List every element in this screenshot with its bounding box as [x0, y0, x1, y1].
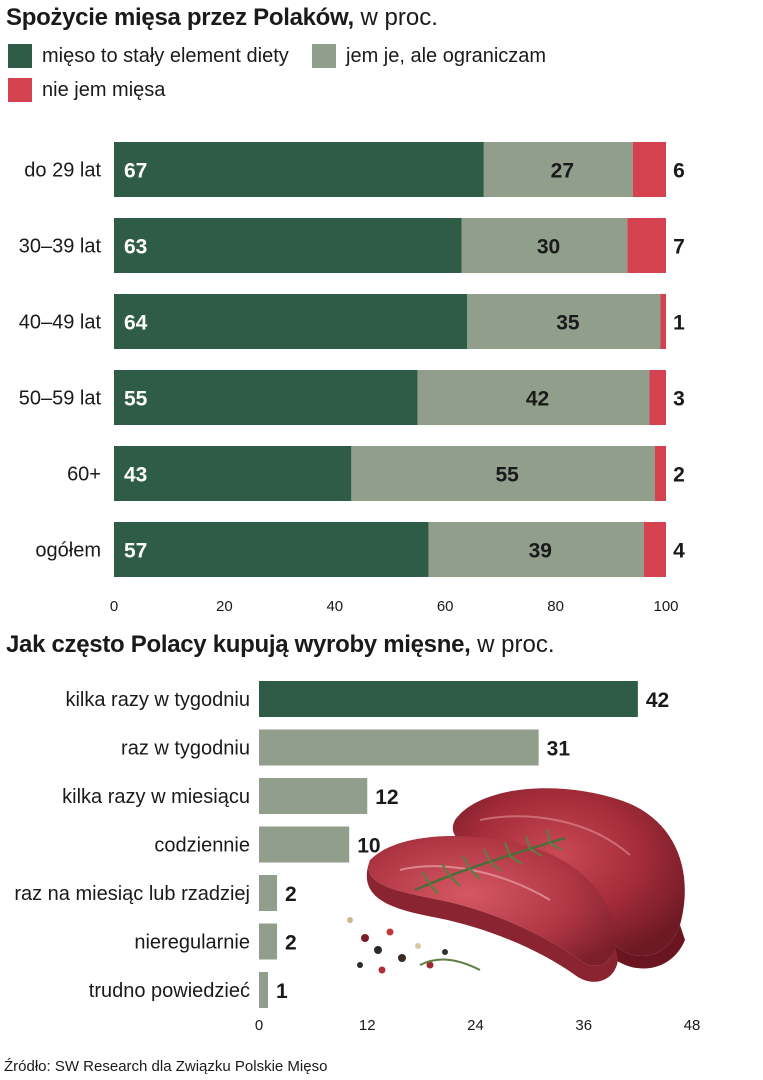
bar-segment [114, 294, 468, 349]
category-label: 60+ [67, 464, 101, 486]
x-tick-label: 80 [547, 598, 564, 615]
bar-segment [654, 446, 666, 501]
bar-segment [114, 142, 484, 197]
category-label: raz na miesiąc lub rzadziej [14, 883, 250, 905]
bar [259, 826, 350, 863]
bar-segment [461, 218, 628, 273]
data-label: 2 [673, 464, 685, 487]
legend-item-regular: mięso to stały element diety [8, 44, 289, 68]
bar-segment [649, 370, 666, 425]
bar-segment [114, 522, 429, 577]
data-label: 31 [547, 738, 571, 761]
data-label: 67 [124, 160, 147, 183]
legend-item-limited: jem je, ale ograniczam [312, 44, 546, 68]
data-label: 2 [285, 883, 297, 906]
legend-swatch-none [8, 78, 32, 102]
category-label: trudno powiedzieć [89, 980, 250, 1002]
bar-segment [632, 142, 666, 197]
data-label: 55 [495, 464, 519, 487]
meat-illustration [330, 760, 710, 1000]
data-label: 27 [551, 160, 574, 183]
data-label: 42 [526, 388, 549, 411]
bar [259, 972, 269, 1008]
x-tick-label: 100 [653, 598, 678, 615]
data-label: 57 [124, 540, 147, 563]
data-label: 55 [124, 388, 148, 411]
bar-segment [428, 522, 644, 577]
x-tick-label: 60 [437, 598, 454, 615]
bar-segment [467, 294, 661, 349]
bar-segment [627, 218, 666, 273]
bar [259, 875, 278, 911]
bar [259, 923, 278, 960]
data-label: 39 [529, 540, 552, 563]
bar [259, 681, 638, 717]
x-tick-label: 40 [326, 598, 343, 615]
category-label: codziennie [154, 835, 250, 857]
legend-label-none: nie jem mięsa [42, 78, 166, 101]
bar-segment [114, 446, 352, 501]
data-label: 63 [124, 236, 147, 259]
legend-item-none: nie jem mięsa [8, 78, 165, 102]
data-label: 1 [276, 980, 288, 1003]
category-label: nieregularnie [134, 932, 250, 954]
category-label: ogółem [35, 540, 101, 562]
x-tick-label: 48 [684, 1017, 701, 1034]
bar-segment [114, 370, 418, 425]
category-label: raz w tygodniu [121, 738, 250, 760]
data-label: 10 [357, 835, 380, 858]
bar-segment [643, 522, 666, 577]
category-label: kilka razy w miesiącu [62, 786, 250, 808]
x-tick-label: 36 [575, 1017, 592, 1034]
category-label: 30–39 lat [19, 236, 102, 258]
data-label: 2 [285, 932, 297, 955]
category-label: kilka razy w tygodniu [65, 689, 250, 711]
bar-segment [417, 370, 650, 425]
chart2-title: Jak często Polacy kupują wyroby mięsne, … [6, 631, 555, 658]
data-label: 35 [556, 312, 580, 335]
data-label: 42 [646, 689, 669, 712]
legend-label-regular: mięso to stały element diety [42, 44, 289, 67]
bar-segment [483, 142, 633, 197]
x-tick-label: 24 [467, 1017, 484, 1034]
bar-segment [660, 294, 666, 349]
data-label: 4 [673, 540, 685, 563]
legend-label-limited: jem je, ale ograniczam [346, 44, 547, 67]
bar-segment [114, 218, 462, 273]
source-note: Źródło: SW Research dla Związku Polskie … [4, 1058, 328, 1075]
category-label: 50–59 lat [19, 388, 102, 410]
data-label: 12 [375, 786, 398, 809]
data-label: 3 [673, 388, 685, 411]
bar [259, 778, 368, 814]
category-label: do 29 lat [24, 160, 101, 182]
meat-image [347, 788, 685, 982]
legend-swatch-limited [312, 44, 336, 68]
bar-segment [351, 446, 655, 501]
stacked-bar-chart: do 29 lat 67 27 630–39 lat 63 30 740–49 lat 64 3… [19, 142, 685, 615]
x-tick-label: 12 [359, 1017, 376, 1034]
category-label: 40–49 lat [19, 312, 102, 334]
x-tick-label: 0 [110, 598, 118, 615]
data-label: 7 [673, 236, 685, 259]
x-tick-label: 20 [216, 598, 233, 615]
data-label: 6 [673, 160, 685, 183]
data-label: 30 [537, 236, 560, 259]
legend-swatch-regular [8, 44, 32, 68]
bar [259, 729, 539, 766]
data-label: 64 [124, 312, 148, 335]
x-tick-label: 0 [255, 1017, 263, 1034]
data-label: 1 [673, 312, 685, 335]
data-label: 43 [124, 464, 147, 487]
chart1-title: Spożycie mięsa przez Polaków, w proc. [6, 4, 438, 31]
